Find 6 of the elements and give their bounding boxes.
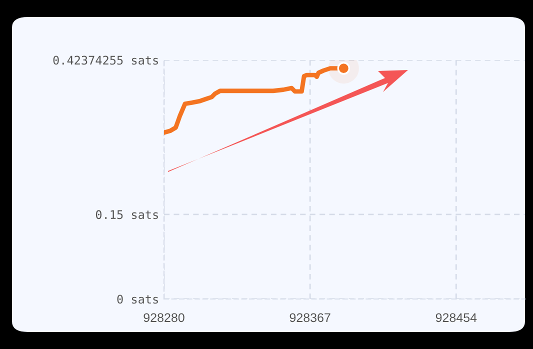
- y-tick-label: 0.15 sats: [96, 210, 158, 220]
- x-tick-label: 928367: [290, 313, 330, 322]
- y-tick-label: 0 sats: [117, 294, 158, 304]
- x-tick-label: 928454: [436, 313, 477, 322]
- x-tick-label: 928280: [144, 313, 184, 322]
- y-tick-label: 0.42374255 sats: [53, 56, 158, 65]
